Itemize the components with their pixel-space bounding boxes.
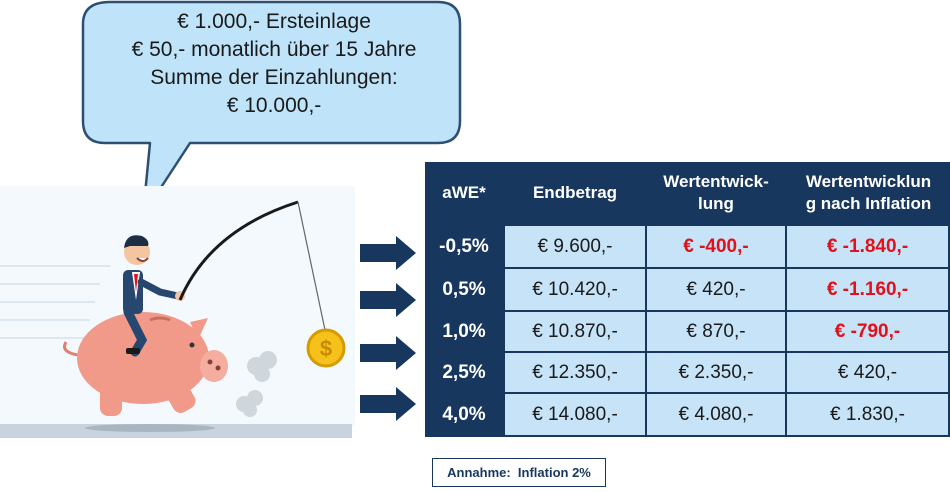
header-awe: aWE*: [442, 183, 486, 202]
table-cell-wertentwicklung: € -400,-: [647, 226, 785, 267]
table-cell-nach-inflation: € -1.160,-: [787, 269, 948, 310]
table-cell-endbetrag: € 10.870,-: [505, 312, 645, 351]
fishing-rod-icon: [178, 200, 326, 331]
table-row-awe: 4,0%: [442, 403, 486, 425]
bubble-line-monthly: € 50,- monatlich über 15 Jahre: [131, 38, 417, 61]
table-row-awe: 1,0%: [442, 320, 486, 342]
header-nach-inflation-line1: Wertentwicklun: [805, 172, 932, 191]
table-row-awe: 0,5%: [442, 278, 486, 300]
bubble-line-initial-deposit: € 1.000,- Ersteinlage: [177, 10, 371, 33]
arrow-right-icon: [360, 283, 416, 317]
arrow-right-icon: [360, 236, 416, 270]
table-cell-wertentwicklung: € 420,-: [647, 269, 785, 310]
header-wertentwicklung: Wertentwick- lung: [647, 162, 785, 224]
inflation-assumption-note: Annahme: Inflation 2%: [432, 458, 606, 487]
bubble-line-sum-label: Summe der Einzahlungen:: [150, 66, 398, 89]
header-wertentwicklung-line2: lung: [698, 194, 734, 213]
bubble-line-sum-value: € 10.000,-: [226, 94, 322, 117]
table-cell-endbetrag: € 12.350,-: [505, 353, 645, 392]
speech-bubble: [81, 0, 462, 217]
speed-lines: [0, 265, 110, 339]
arrow-right-icon: [360, 387, 416, 421]
header-wertentwicklung-line1: Wertentwick-: [663, 172, 769, 191]
bubble-text: € 1.000,- Ersteinlage € 50,- monatlich ü…: [90, 8, 458, 120]
header-nach-inflation-line2: g nach Inflation: [805, 194, 932, 213]
dollar-coin-icon: $: [306, 328, 346, 368]
svg-text:$: $: [320, 336, 332, 361]
header-nach-inflation: Wertentwicklun g nach Inflation: [787, 162, 950, 224]
table-cell-nach-inflation: € 420,-: [787, 353, 948, 392]
table-cell-endbetrag: € 9.600,-: [505, 226, 645, 267]
dust-cloud-icon: [236, 351, 277, 417]
header-endbetrag: Endbetrag: [532, 183, 618, 202]
table-cell-nach-inflation: € -790,-: [787, 312, 948, 351]
table-cell-wertentwicklung: € 870,-: [647, 312, 785, 351]
piggy-illustration: $: [0, 186, 355, 438]
businessman-icon: [123, 235, 185, 357]
table-cell-nach-inflation: € -1.840,-: [787, 226, 948, 267]
table-cell-wertentwicklung: € 2.350,-: [647, 353, 785, 392]
table-cell-wertentwicklung: € 4.080,-: [647, 394, 785, 435]
table-row-awe: -0,5%: [439, 235, 489, 257]
table-cell-endbetrag: € 10.420,-: [505, 269, 645, 310]
arrow-right-icon: [360, 336, 416, 370]
results-table: aWE* Endbetrag Wertentwick- lung Wertent…: [425, 162, 950, 437]
piggy-bank-icon: [63, 312, 228, 416]
shadow: [85, 424, 215, 432]
table-cell-nach-inflation: € 1.830,-: [787, 394, 948, 435]
table-row-awe: 2,5%: [442, 361, 486, 383]
table-cell-endbetrag: € 14.080,-: [505, 394, 645, 435]
